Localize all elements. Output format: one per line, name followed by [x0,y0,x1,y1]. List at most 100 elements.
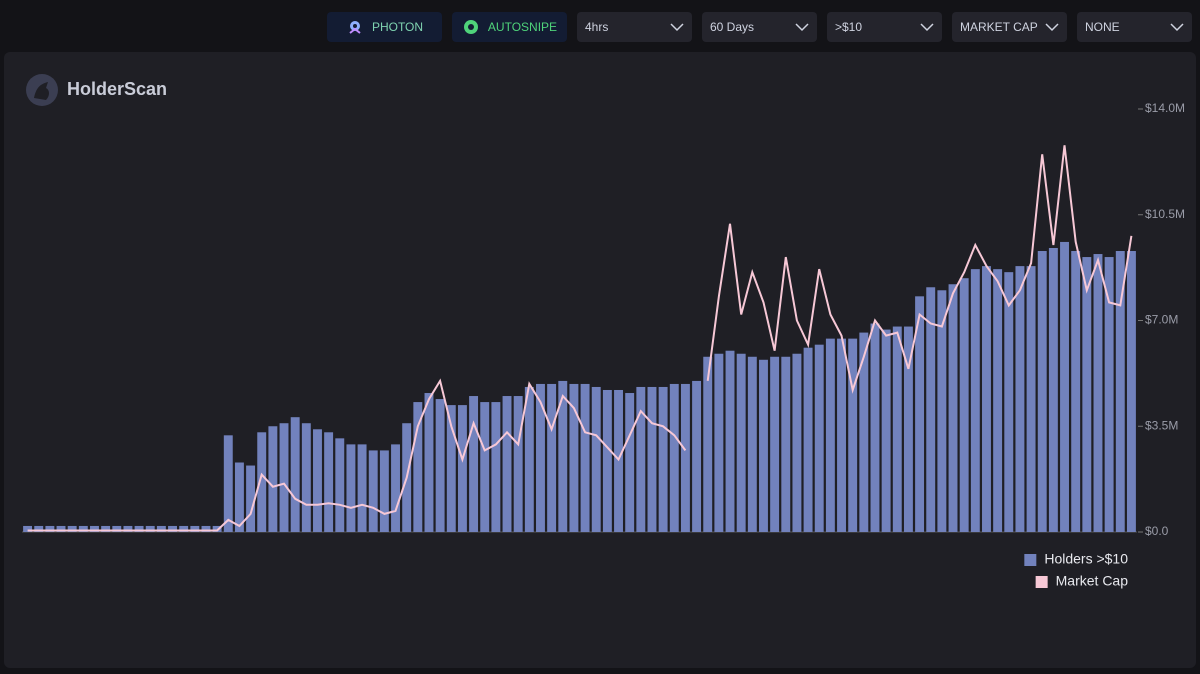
photon-button[interactable]: PHOTON [327,12,442,42]
bar [424,393,434,532]
autosnipe-icon [463,20,478,34]
bar [279,423,289,532]
bar [190,525,200,532]
autosnipe-button[interactable]: AUTOSNIPE [452,12,567,42]
bar [257,432,267,532]
bar [502,396,512,532]
bar [1115,251,1125,532]
bar [658,386,668,532]
bar [937,290,947,532]
bar [491,402,501,532]
bar [78,525,88,532]
bar [457,405,467,532]
bar [379,450,389,532]
y-tick-label: $14.0M [1145,101,1185,115]
bar [1060,241,1069,532]
bar [223,435,233,532]
bar [948,284,958,532]
bar [290,417,300,532]
bar [759,359,768,532]
bar [926,287,936,532]
legend-label: Market Cap [1056,573,1129,589]
dropdown-label: MARKET CAP [960,20,1038,34]
bar [959,278,969,532]
bar [1048,247,1058,532]
bar [1004,272,1014,532]
bar [825,338,835,532]
bar [268,426,278,532]
bar [558,380,568,532]
bar [246,465,256,532]
dropdown[interactable]: MARKET CAP [952,12,1067,42]
bar [1015,266,1025,532]
bar [625,393,635,532]
bar [357,444,367,532]
legend-swatch [1035,576,1048,588]
autosnipe-label: AUTOSNIPE [487,20,558,34]
bar [982,266,991,532]
bar [547,383,557,532]
brand-name: HolderScan [67,79,167,99]
bar [736,353,746,532]
bar [156,525,166,532]
chevron [1170,23,1184,32]
chevron [920,23,934,32]
bar [602,389,612,532]
bar [792,353,802,532]
y-tick-label: $10.5M [1145,207,1185,221]
bar [134,525,144,532]
bar [1026,266,1036,532]
dropdown[interactable]: 4hrs [577,12,692,42]
bar [892,326,902,532]
dropdown[interactable]: NONE [1077,12,1192,42]
bar [513,396,523,532]
dropdown-label: NONE [1085,20,1120,34]
dropdown[interactable]: 60 Days [702,12,817,42]
bar [480,402,490,532]
bar [692,380,702,532]
chevron [670,23,684,32]
bar [669,383,679,532]
bar [837,338,846,532]
bar [580,383,590,532]
chart-panel: HolderScan $0.0 $3.5M $7.0M $10.5M $14.0M Hol… [4,52,1196,668]
y-tick-label: $7.0M [1145,313,1178,327]
chevron [1045,23,1059,32]
y-tick-label: $3.5M [1145,418,1178,432]
bar [112,525,122,532]
bar [725,350,735,532]
bar [368,450,378,532]
bar [23,525,33,532]
y-tick-label: $0.0 [1145,524,1169,538]
bar [770,356,780,532]
bar [1126,251,1136,532]
bar [970,269,980,532]
bar [1093,254,1103,532]
bar [201,525,211,532]
chart: HolderScan $0.0 $3.5M $7.0M $10.5M $14.0M Hol… [22,74,1185,589]
bar [870,323,880,532]
bar [881,329,891,532]
line [27,145,1133,532]
bar [391,444,400,532]
bar [435,399,445,532]
bar [1037,251,1047,532]
brand-logo [26,74,58,106]
bar [413,402,423,532]
dropdown[interactable]: >$10 [827,12,942,42]
dropdown-label: 4hrs [585,20,609,34]
bar [1071,251,1081,532]
bar [301,423,311,532]
bar [993,269,1003,532]
bar [335,438,345,532]
bar [56,525,66,532]
bar [101,525,111,532]
bar [747,356,757,532]
legend-swatch [1024,554,1037,566]
bar [647,386,657,532]
bar [168,525,177,532]
bar [313,429,322,532]
bar [803,347,813,532]
bar [45,525,55,532]
